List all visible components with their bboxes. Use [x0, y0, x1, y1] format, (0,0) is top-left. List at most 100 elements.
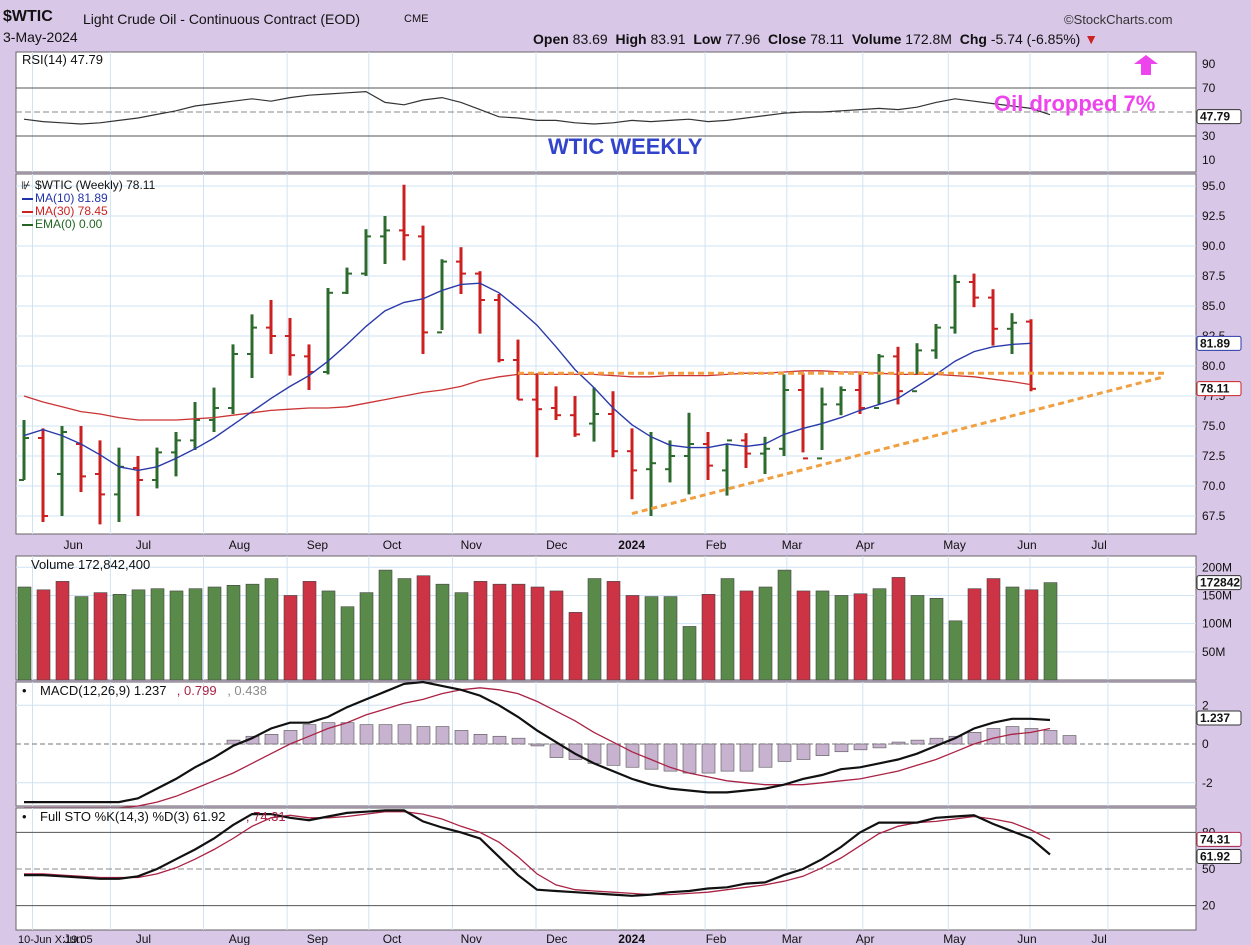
price-axis-month: May: [943, 538, 966, 552]
macd-histogram-bar: [986, 728, 1001, 745]
volume-last-value: 172842: [1200, 576, 1240, 590]
volume-bar: [891, 577, 906, 681]
wtic-weekly-annotation: WTIC WEEKLY: [548, 134, 703, 159]
volume-bar: [93, 592, 108, 681]
sto-k-last-value-box: [1196, 848, 1242, 864]
price-axis-month: Oct: [383, 538, 402, 552]
volume-bar: [530, 586, 545, 681]
price-axis-month: Dec: [546, 538, 567, 552]
rsi-legend: RSI(14) 47.79: [22, 52, 103, 67]
bottom-axis-month: Mar: [782, 932, 803, 945]
macd-histogram-bar: [815, 743, 830, 756]
sto-tick: 50: [1202, 862, 1216, 876]
volume-bar: [701, 594, 716, 681]
volume-tick: 150M: [1202, 588, 1232, 602]
volume-bar: [587, 578, 602, 681]
volume-bar: [150, 588, 165, 681]
macd-histogram-bar: [701, 743, 716, 774]
price-tick: 85.0: [1202, 299, 1226, 313]
volume-bar: [131, 589, 146, 681]
sto-d-last-value-box: [1196, 831, 1242, 847]
volume-bar: [511, 583, 526, 681]
volume-bar: [986, 578, 1001, 681]
macd-histogram-bar: [720, 743, 735, 772]
bottom-axis-month: Jun: [1017, 932, 1036, 945]
ma10-last-value-box: [1196, 335, 1242, 351]
macd-histogram-bar: [1062, 735, 1077, 745]
macd-histogram-bar: [929, 737, 944, 745]
rsi-tick: 30: [1202, 129, 1216, 143]
price-tick: 92.5: [1202, 209, 1226, 223]
sto-legend-item: Full STO %K(14,3) %D(3) 61.92: [40, 809, 225, 824]
macd-histogram-bar: [1043, 730, 1058, 745]
price-tick: 72.5: [1202, 449, 1226, 463]
volume-bar: [169, 590, 184, 681]
macd-histogram-bar: [454, 730, 469, 745]
volume-bar: [188, 588, 203, 681]
macd-histogram-bar: [264, 734, 279, 745]
macd-histogram-bar: [910, 739, 925, 745]
sto-k-line: [24, 809, 1051, 897]
sto-d-last-value: 74.31: [1200, 832, 1230, 846]
macd-legend-bullet: •: [22, 683, 27, 698]
volume-bar: [359, 592, 374, 681]
ma10-last-value: 81.89: [1200, 336, 1230, 350]
macd-line: [24, 680, 1051, 804]
close-last-value-box: [1196, 381, 1242, 397]
price-axis-month: Mar: [782, 538, 803, 552]
macd-legend-item: , 0.438: [227, 683, 267, 698]
price-legend-item: $WTIC (Weekly) 78.11: [35, 178, 156, 192]
volume-bar: [910, 595, 925, 681]
rsi-tick: 90: [1202, 57, 1216, 71]
macd-histogram-bar: [492, 735, 507, 745]
bottom-axis-month: Jul: [136, 932, 151, 945]
bottom-axis-month: Apr: [856, 932, 875, 945]
price-axis-month: 2024: [618, 538, 645, 552]
price-legend-item: EMA(0) 0.00: [35, 217, 103, 231]
volume-last-value-box: [1196, 575, 1242, 591]
volume-bar: [815, 590, 830, 681]
sto-d-line: [24, 811, 1051, 896]
oil-dropped-annotation: Oil dropped 7%: [994, 91, 1155, 116]
macd-histogram-bar: [435, 726, 450, 745]
macd-histogram-bar: [378, 724, 393, 745]
volume-bar: [720, 578, 735, 681]
price-tick: 87.5: [1202, 269, 1226, 283]
macd-tick: -2: [1202, 776, 1213, 790]
macd-histogram-bar: [834, 743, 849, 753]
macd-histogram-bar: [891, 741, 906, 745]
price-axis-month: Jun: [64, 538, 83, 552]
macd-histogram-bar: [321, 722, 336, 745]
footer-date: 10-Jun X:19.05: [18, 934, 93, 945]
macd-histogram-bar: [416, 726, 431, 745]
sto-legend-bullet: •: [22, 809, 27, 824]
volume-bar: [739, 590, 754, 681]
sto-k-last-value: 61.92: [1200, 849, 1230, 863]
volume-bar: [796, 590, 811, 681]
brand-label: ©StockCharts.com: [1064, 12, 1173, 27]
price-axis-month: Jun: [1017, 538, 1036, 552]
price-tick: 95.0: [1202, 179, 1226, 193]
ohlc-summary: Open 83.69 High 83.91 Low 77.96 Close 78…: [533, 31, 1098, 47]
volume-bar: [302, 581, 317, 681]
volume-bar: [853, 593, 868, 681]
volume-tick: 100M: [1202, 617, 1232, 631]
volume-tick: 50M: [1202, 645, 1225, 659]
volume-bar: [568, 612, 583, 681]
low-label: Low: [693, 31, 722, 47]
volume-bar: [644, 596, 659, 681]
macd-histogram-bar: [739, 743, 754, 772]
volume-bar: [55, 581, 70, 681]
volume-bar: [549, 590, 564, 681]
price-legend-item: MA(10) 81.89: [35, 191, 108, 205]
open-label: Open: [533, 31, 569, 47]
macd-last-value-box: [1196, 710, 1242, 726]
price-axis-month: Jul: [136, 538, 151, 552]
close-value: 78.11: [810, 31, 845, 47]
macd-legend-item: , 0.799: [177, 683, 217, 698]
macd-histogram-bar: [625, 743, 640, 768]
rsi-tick: 10: [1202, 153, 1216, 167]
macd-histogram-bar: [549, 743, 564, 758]
macd-tick: 2: [1202, 698, 1209, 712]
